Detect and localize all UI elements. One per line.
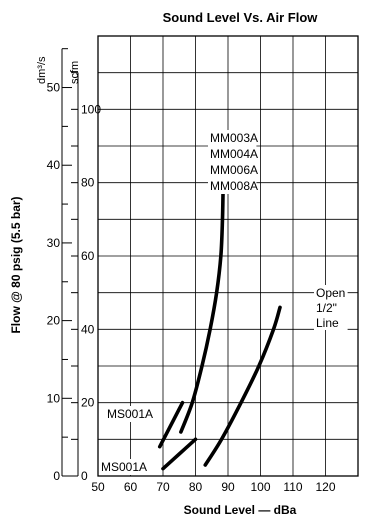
y-tick-label-scfm: 60 xyxy=(81,249,95,263)
label-mm-models: MM006A xyxy=(210,163,258,177)
curve-open-half-inch-line xyxy=(203,305,282,467)
label-open-half-inch-line-bg xyxy=(314,285,348,330)
label-open-half-inch-line: 1/2" xyxy=(316,301,337,315)
y-tick-label-dm3s: 30 xyxy=(47,236,61,250)
y-tick-label-dm3s: 20 xyxy=(47,314,61,328)
y-unit-scfm: scfm xyxy=(69,61,81,84)
label-mm-models: MM008A xyxy=(210,179,258,193)
plot-frame xyxy=(97,35,359,477)
y-tick-label-dm3s: 40 xyxy=(47,158,61,172)
x-tick-label: 90 xyxy=(221,480,235,494)
y-tick-label-dm3s: 0 xyxy=(53,469,60,483)
label-mm-models: MM003A xyxy=(210,131,258,145)
label-open-half-inch-line: Line xyxy=(316,316,339,330)
label-ms001a-upper: MS001A xyxy=(107,407,153,421)
label-ms001a-lower-bg xyxy=(99,459,148,475)
y-unit-dm3s: dm³/s xyxy=(36,56,48,84)
y-tick-label-scfm: 80 xyxy=(81,176,95,190)
curve-ms001a-lower xyxy=(161,437,198,471)
y-tick-label-scfm: 40 xyxy=(81,322,95,336)
x-tick-label: 110 xyxy=(283,480,302,494)
x-tick-label: 70 xyxy=(156,480,170,494)
label-open-half-inch-line: Open xyxy=(316,286,345,300)
y-tick-label-scfm: 20 xyxy=(81,396,95,410)
curve-mm003a-mm008a xyxy=(179,184,225,434)
grid-lines xyxy=(98,36,358,476)
y-tick-label-scfm: 100 xyxy=(81,102,101,116)
label-mm-models: MM004A xyxy=(210,147,258,161)
x-tick-label: 60 xyxy=(124,480,138,494)
y-axis-left: 0 10 20 30 40 50 xyxy=(47,48,72,483)
label-mm-models-bg xyxy=(208,130,257,194)
label-ms001a-lower: MS001A xyxy=(101,460,147,474)
x-tick-label: 120 xyxy=(315,480,335,494)
y-axis-right: 0 20 40 60 80 100 xyxy=(71,72,101,483)
series-lines xyxy=(157,184,282,471)
y-tick-label-scfm: 0 xyxy=(81,469,88,483)
x-tick-label: 80 xyxy=(189,480,203,494)
x-axis-ticks: 50 60 70 80 90 100 110 120 xyxy=(91,480,336,494)
y-tick-label-dm3s: 50 xyxy=(47,81,61,95)
x-tick-label: 100 xyxy=(250,480,270,494)
y-tick-label-dm3s: 10 xyxy=(47,391,61,405)
chart-title: Sound Level Vs. Air Flow xyxy=(163,10,319,25)
curve-ms001a-upper xyxy=(157,400,185,449)
x-tick-label: 50 xyxy=(91,480,105,494)
x-axis-label: Sound Level — dBa xyxy=(184,503,297,517)
label-ms001a-upper-bg xyxy=(105,406,154,422)
y-axis-label: Flow @ 80 psig (5.5 bar) xyxy=(9,196,23,333)
